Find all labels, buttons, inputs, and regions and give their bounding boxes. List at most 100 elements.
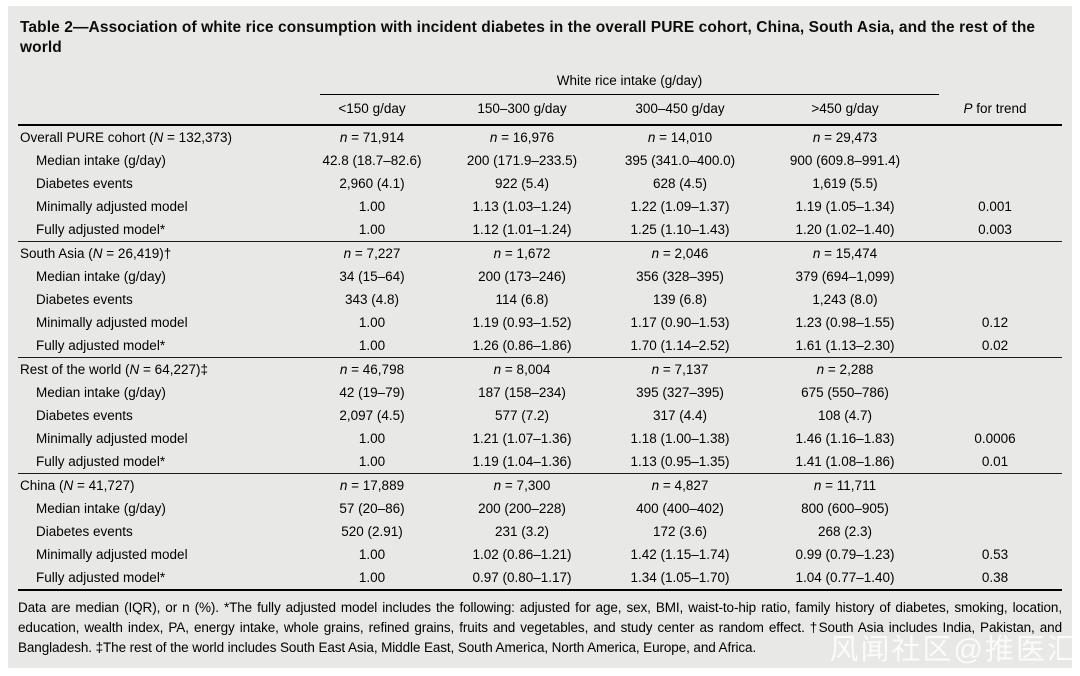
row-label: Minimally adjusted model: [36, 199, 188, 214]
row-label: Diabetes events: [36, 292, 133, 307]
table-footnote: Data are median (IQR), or n (%). *The fu…: [18, 600, 1062, 655]
table-row: Median intake (g/day) 57 (20–86) 200 (200–…: [18, 497, 1062, 520]
p-value-cell: 0.01: [981, 454, 1009, 469]
row-label: Fully adjusted model*: [36, 222, 166, 237]
p-value-cell: [928, 265, 1062, 288]
value-cell: 1.17 (0.90–1.53): [630, 315, 730, 330]
intake-spanner-row: White rice intake (g/day): [18, 70, 1062, 96]
table-row: Minimally adjusted model 1.00 1.21 (1.07–1…: [18, 427, 1062, 450]
spacer-cell: [928, 242, 1062, 265]
section-label: China (N = 41,727): [18, 474, 298, 497]
n-count-cell: n = 7,300: [446, 474, 598, 497]
section-label-count: = 26,419)†: [102, 246, 172, 261]
value-cell: 2,097 (4.5): [339, 408, 405, 423]
section-label-count: = 41,727): [73, 478, 135, 493]
value-cell: 187 (158–234): [478, 385, 566, 400]
row-label: Diabetes events: [36, 524, 133, 539]
value-cell: 356 (328–395): [636, 269, 724, 284]
n-value: = 7,137: [659, 362, 709, 377]
spacer-cell: [928, 358, 1062, 381]
p-value-cell: 0.38: [981, 570, 1009, 585]
section-header-row: Rest of the world (N = 64,227)‡ n = 46,79…: [18, 357, 1062, 381]
p-value-cell: [928, 381, 1062, 404]
value-cell: 1,619 (5.5): [812, 176, 878, 191]
section-label-N: N: [92, 246, 103, 261]
table-row: Fully adjusted model* 1.00 1.26 (0.86–1.86…: [18, 334, 1062, 357]
table-row: Diabetes events 2,960 (4.1) 922 (5.4) 628 (…: [18, 172, 1062, 195]
value-cell: 520 (2.91): [341, 524, 403, 539]
spacer-cell: [928, 70, 1062, 96]
n-count-cell: n = 1,672: [446, 242, 598, 265]
value-cell: 900 (609.8–991.4): [789, 153, 901, 168]
n-symbol: n: [651, 362, 660, 377]
n-count-cell: n = 14,010: [598, 126, 762, 149]
p-value-cell: [928, 404, 1062, 427]
value-cell: 1.20 (1.02–1.40): [795, 222, 895, 237]
table-row: Median intake (g/day) 42.8 (18.7–82.6) 200…: [18, 149, 1062, 172]
value-cell: 395 (341.0–400.0): [624, 153, 736, 168]
value-cell: 1.00: [358, 338, 386, 353]
value-cell: 1.26 (0.86–1.86): [472, 338, 572, 353]
row-label: Diabetes events: [36, 408, 133, 423]
value-cell: 922 (5.4): [494, 176, 550, 191]
n-value: = 71,914: [347, 130, 405, 145]
value-cell: 231 (3.2): [494, 524, 550, 539]
table-panel: Table 2—Association of white rice consum…: [8, 6, 1072, 668]
row-label: Minimally adjusted model: [36, 431, 188, 446]
value-cell: 1.12 (1.01–1.24): [472, 222, 572, 237]
value-cell: 1.46 (1.16–1.83): [795, 431, 895, 446]
value-cell: 1.00: [358, 431, 386, 446]
p-value-cell: [928, 520, 1062, 543]
n-count-cell: n = 8,004: [446, 358, 598, 381]
n-symbol: n: [489, 130, 498, 145]
n-value: = 7,300: [501, 478, 551, 493]
row-label: Minimally adjusted model: [36, 315, 188, 330]
spacer-cell: [928, 474, 1062, 497]
value-cell: 1.61 (1.13–2.30): [795, 338, 895, 353]
n-value: = 17,889: [347, 478, 405, 493]
value-cell: 1.22 (1.09–1.37): [630, 199, 730, 214]
row-label: Median intake (g/day): [36, 153, 166, 168]
p-header-text: for trend: [972, 101, 1027, 116]
value-cell: 57 (20–86): [339, 501, 405, 516]
value-cell: 1.00: [358, 454, 386, 469]
section-label-count: = 132,373): [163, 130, 232, 145]
table-row: Fully adjusted model* 1.00 1.19 (1.04–1.36…: [18, 450, 1062, 473]
column-header: 150–300 g/day: [477, 101, 567, 116]
n-count-cell: n = 17,889: [298, 474, 446, 497]
table-row: Median intake (g/day) 34 (15–64) 200 (173–…: [18, 265, 1062, 288]
n-symbol: n: [813, 478, 822, 493]
row-label: Fully adjusted model*: [36, 454, 166, 469]
p-value-cell: 0.001: [978, 199, 1012, 214]
value-cell: 42 (19–79): [339, 385, 405, 400]
table-row: Diabetes events 520 (2.91) 231 (3.2) 172 (3…: [18, 520, 1062, 543]
value-cell: 1.00: [358, 199, 386, 214]
value-cell: 0.99 (0.79–1.23): [795, 547, 895, 562]
n-count-cell: n = 46,798: [298, 358, 446, 381]
n-symbol: n: [493, 246, 502, 261]
n-symbol: n: [812, 246, 821, 261]
section-header-row: Overall PURE cohort (N = 132,373) n = 71,…: [18, 126, 1062, 149]
value-cell: 139 (6.8): [652, 292, 708, 307]
value-cell: 268 (2.3): [817, 524, 873, 539]
section-label-N: N: [153, 130, 164, 145]
value-cell: 1.19 (1.05–1.34): [795, 199, 895, 214]
row-label: Diabetes events: [36, 176, 133, 191]
n-count-cell: n = 2,288: [762, 358, 928, 381]
value-cell: 114 (6.8): [495, 292, 549, 307]
p-value-cell: [928, 172, 1062, 195]
section-label-text: China (: [20, 478, 64, 493]
value-cell: 1.34 (1.05–1.70): [630, 570, 730, 585]
n-value: = 16,976: [497, 130, 555, 145]
table-row: Minimally adjusted model 1.00 1.02 (0.86–1…: [18, 543, 1062, 566]
n-symbol: n: [493, 362, 502, 377]
n-value: = 8,004: [501, 362, 551, 377]
value-cell: 200 (171.9–233.5): [466, 153, 578, 168]
p-value-cell: [928, 288, 1062, 311]
n-symbol: n: [816, 362, 825, 377]
table-2: White rice intake (g/day) <150 g/day 150–3…: [18, 70, 1062, 591]
value-cell: 108 (4.7): [817, 408, 873, 423]
value-cell: 1.13 (1.03–1.24): [472, 199, 572, 214]
value-cell: 1.00: [358, 315, 386, 330]
value-cell: 1,243 (8.0): [812, 292, 878, 307]
